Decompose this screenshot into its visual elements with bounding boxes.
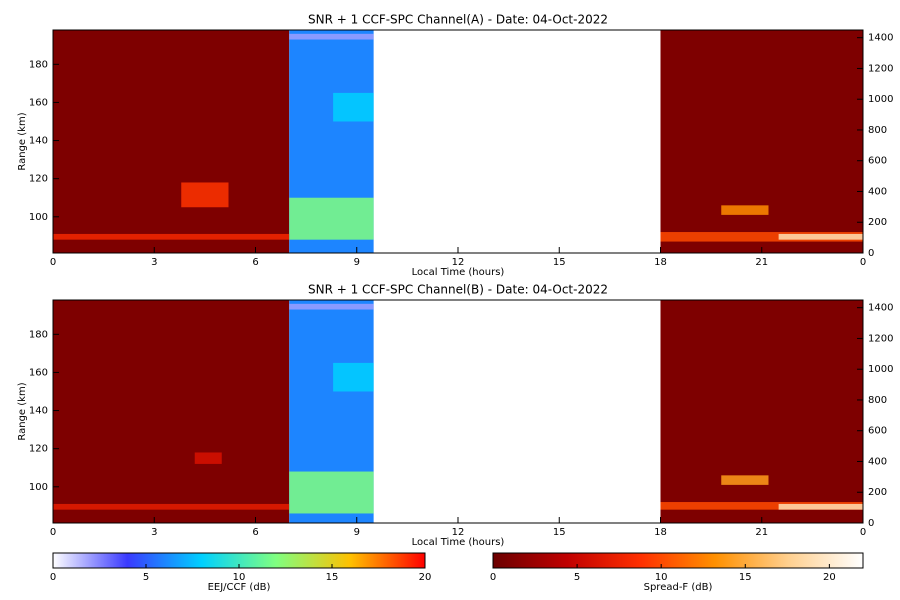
x-tick-label: 3 <box>151 527 157 538</box>
y2-tick-label: 800 <box>868 395 887 406</box>
colorbar-tick-label: 15 <box>326 572 339 583</box>
echo <box>194 452 222 464</box>
x-tick-label: 18 <box>654 527 667 538</box>
echo <box>181 182 229 208</box>
y2-tick-label: 1000 <box>868 364 893 375</box>
echo <box>660 232 863 242</box>
echo <box>289 303 374 310</box>
x-tick-label: 15 <box>553 527 566 538</box>
echo <box>53 503 290 510</box>
x-tick-label: 6 <box>252 257 258 268</box>
y-tick-label: 100 <box>29 482 48 493</box>
x-tick-label: 18 <box>654 257 667 268</box>
colorbar-label: EEJ/CCF (dB) <box>208 582 271 593</box>
data-block <box>660 300 863 523</box>
x-tick-label: 15 <box>553 257 566 268</box>
y2-tick-label: 400 <box>868 456 887 467</box>
colorbar-tick-label: 20 <box>419 572 432 583</box>
y-tick-label: 180 <box>29 329 48 340</box>
y-tick-label: 160 <box>29 97 48 108</box>
y2-tick-label: 0 <box>868 518 874 529</box>
y2-tick-label: 0 <box>868 248 874 259</box>
y-axis-label: Range (km) <box>17 112 28 170</box>
y2-tick-label: 600 <box>868 426 887 437</box>
y2-tick-label: 1200 <box>868 333 893 344</box>
echo <box>333 362 374 392</box>
y2-tick-label: 1200 <box>868 63 893 74</box>
y-tick-label: 140 <box>29 406 48 417</box>
plot-area <box>53 30 863 253</box>
colorbar-tick-label: 15 <box>739 572 752 583</box>
y2-tick-label: 1400 <box>868 303 893 314</box>
x-axis-label: Local Time (hours) <box>412 537 505 548</box>
y-tick-label: 120 <box>29 174 48 185</box>
y2-tick-label: 400 <box>868 186 887 197</box>
chart-title: SNR + 1 CCF-SPC Channel(A) - Date: 04-Oc… <box>308 13 608 27</box>
x-tick-label: 0 <box>860 527 866 538</box>
echo <box>289 471 374 514</box>
colorbar-label: Spread-F (dB) <box>644 582 713 593</box>
y-axis-label: Range (km) <box>17 382 28 440</box>
echo <box>778 503 863 510</box>
chart-title: SNR + 1 CCF-SPC Channel(B) - Date: 04-Oc… <box>308 283 608 297</box>
colorbar-tick-label: 20 <box>823 572 836 583</box>
echo <box>778 233 863 240</box>
echo <box>660 502 863 510</box>
y-tick-label: 100 <box>29 212 48 223</box>
echo <box>289 33 374 40</box>
data-block <box>53 30 290 253</box>
x-tick-label: 0 <box>860 257 866 268</box>
y-tick-label: 180 <box>29 59 48 70</box>
y-tick-label: 140 <box>29 136 48 147</box>
plot-area <box>53 300 863 523</box>
y2-tick-label: 1000 <box>868 94 893 105</box>
colorbar-tick-label: 0 <box>50 572 56 583</box>
x-tick-label: 3 <box>151 257 157 268</box>
data-block <box>660 30 863 253</box>
echo <box>53 233 290 240</box>
x-tick-label: 0 <box>50 527 56 538</box>
x-tick-label: 12 <box>452 257 465 268</box>
x-tick-label: 9 <box>354 527 360 538</box>
x-tick-label: 0 <box>50 257 56 268</box>
x-axis-label: Local Time (hours) <box>412 267 505 278</box>
echo <box>289 197 374 240</box>
x-tick-label: 12 <box>452 527 465 538</box>
y2-tick-label: 200 <box>868 487 887 498</box>
y2-tick-label: 200 <box>868 217 887 228</box>
y-tick-label: 160 <box>29 367 48 378</box>
colorbar-tick-label: 5 <box>574 572 580 583</box>
colorbar-tick-label: 10 <box>655 572 668 583</box>
colorbar <box>492 552 864 569</box>
colorbar-tick-label: 0 <box>490 572 496 583</box>
y2-tick-label: 800 <box>868 125 887 136</box>
echo <box>721 475 769 485</box>
x-tick-label: 6 <box>252 527 258 538</box>
echo <box>333 92 374 122</box>
colorbar-tick-label: 10 <box>233 572 246 583</box>
x-tick-label: 21 <box>755 527 768 538</box>
colorbar-tick-label: 5 <box>143 572 149 583</box>
y-tick-label: 120 <box>29 444 48 455</box>
x-tick-label: 21 <box>755 257 768 268</box>
data-block <box>53 300 290 523</box>
y2-tick-label: 600 <box>868 156 887 167</box>
x-tick-label: 9 <box>354 257 360 268</box>
echo <box>721 205 769 215</box>
y2-tick-label: 1400 <box>868 33 893 44</box>
